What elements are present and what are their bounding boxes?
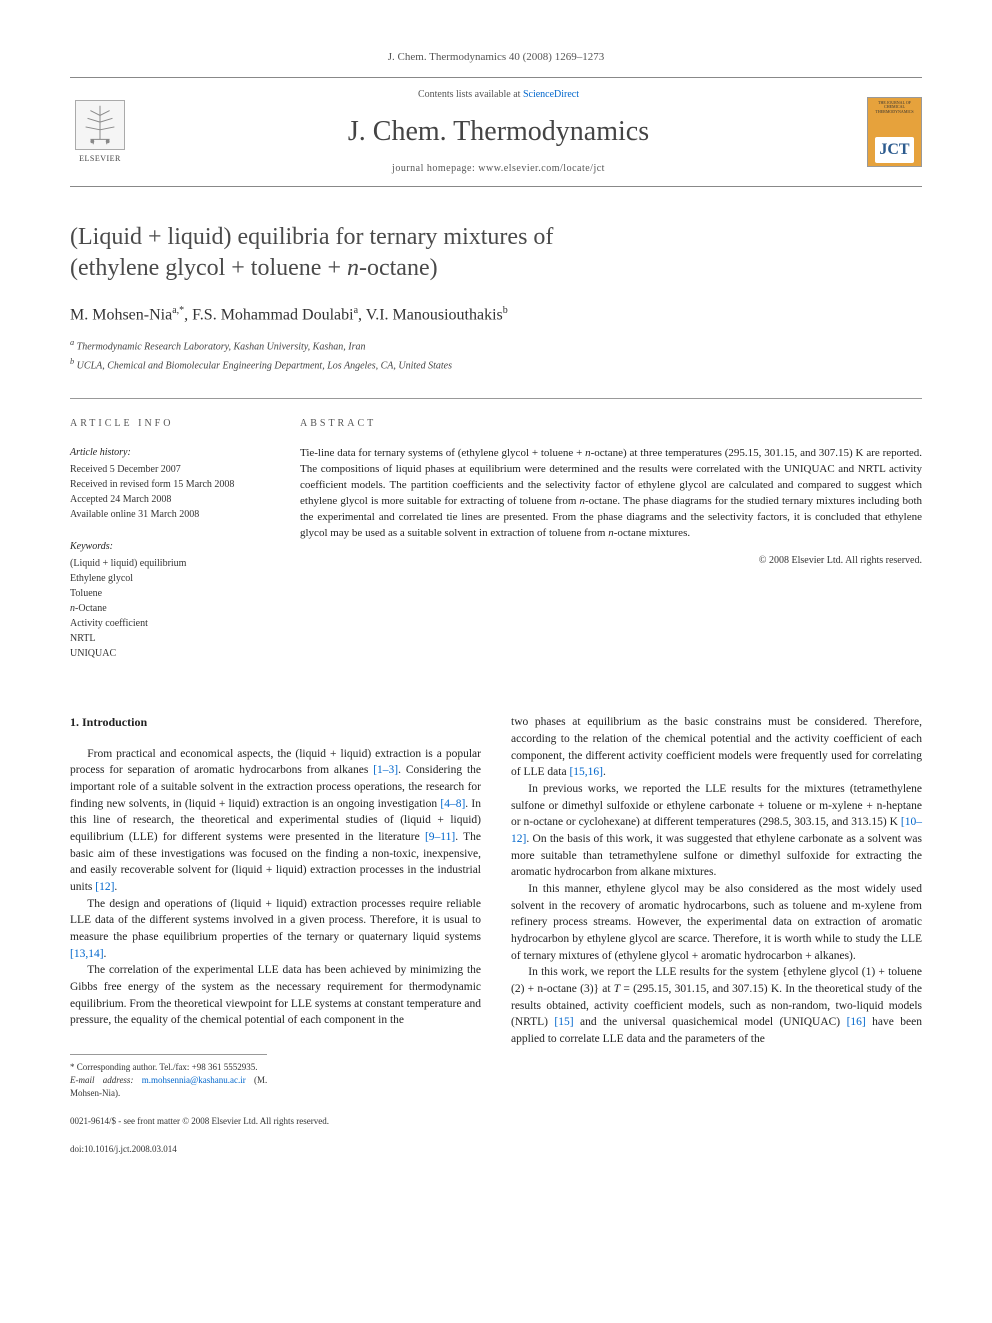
article-history-block: Article history: Received 5 December 200…: [70, 446, 270, 522]
reference-link[interactable]: [15,16]: [569, 766, 603, 778]
body-paragraph: The correlation of the experimental LLE …: [70, 962, 481, 1029]
abstract-column: ABSTRACT Tie-line data for ternary syste…: [300, 417, 922, 679]
footnotes: * Corresponding author. Tel./fax: +98 36…: [70, 1054, 267, 1100]
article-info-column: ARTICLE INFO Article history: Received 5…: [70, 417, 270, 679]
right-column: two phases at equilibrium as the basic c…: [511, 714, 922, 1100]
article-info-heading: ARTICLE INFO: [70, 417, 270, 431]
history-item: Received 5 December 2007: [70, 462, 270, 477]
affiliations: a Thermodynamic Research Laboratory, Kas…: [70, 337, 922, 374]
article-title: (Liquid + liquid) equilibria for ternary…: [70, 222, 922, 284]
author-1-sup: a,*: [172, 305, 184, 316]
journal-name: J. Chem. Thermodynamics: [130, 112, 867, 151]
section-1-heading: 1. Introduction: [70, 714, 481, 731]
affiliation-a: a Thermodynamic Research Laboratory, Kas…: [70, 337, 922, 354]
footer-doi: doi:10.1016/j.jct.2008.03.014: [70, 1143, 922, 1156]
history-heading: Article history:: [70, 446, 270, 460]
reference-link[interactable]: [15]: [554, 1016, 573, 1028]
homepage-prefix: journal homepage:: [392, 163, 478, 174]
keyword-item: Ethylene glycol: [70, 571, 270, 586]
aff-text-a: Thermodynamic Research Laboratory, Kasha…: [77, 341, 366, 352]
keyword-item: UNIQUAC: [70, 646, 270, 661]
info-abstract-section: ARTICLE INFO Article history: Received 5…: [70, 398, 922, 679]
body-paragraph: In previous works, we reported the LLE r…: [511, 781, 922, 881]
author-2: , F.S. Mohammad Doulabi: [184, 306, 353, 323]
reference-link[interactable]: [16]: [847, 1016, 866, 1028]
header-center: Contents lists available at ScienceDirec…: [130, 88, 867, 175]
email-line: E-mail address: m.mohsennia@kashanu.ac.i…: [70, 1074, 267, 1100]
keyword-item: (Liquid + liquid) equilibrium: [70, 556, 270, 571]
contents-prefix: Contents lists available at: [418, 89, 523, 100]
corresponding-author-note: * Corresponding author. Tel./fax: +98 36…: [70, 1061, 267, 1074]
elsevier-tree-icon: [75, 100, 125, 150]
body-paragraph: two phases at equilibrium as the basic c…: [511, 714, 922, 781]
keywords-heading: Keywords:: [70, 540, 270, 554]
history-item: Available online 31 March 2008: [70, 507, 270, 522]
author-3-sup: b: [503, 305, 508, 316]
body-paragraph: From practical and economical aspects, t…: [70, 746, 481, 896]
reference-link[interactable]: [13,14]: [70, 948, 104, 960]
aff-sup-a: a: [70, 338, 74, 347]
reference-link[interactable]: [12]: [95, 881, 114, 893]
abstract-copyright: © 2008 Elsevier Ltd. All rights reserved…: [300, 554, 922, 568]
aff-sup-b: b: [70, 357, 74, 366]
journal-cover-thumbnail: THE JOURNAL OF CHEMICAL THERMODYNAMICS J…: [867, 97, 922, 167]
cover-title: THE JOURNAL OF CHEMICAL THERMODYNAMICS: [871, 101, 918, 114]
keywords-block: Keywords: (Liquid + liquid) equilibrium …: [70, 540, 270, 661]
keyword-item: n-Octane: [70, 601, 270, 616]
email-label: E-mail address:: [70, 1075, 142, 1085]
keyword-item: Activity coefficient: [70, 616, 270, 631]
journal-homepage: journal homepage: www.elsevier.com/locat…: [130, 162, 867, 176]
sciencedirect-link[interactable]: ScienceDirect: [523, 89, 579, 100]
reference-link[interactable]: [9–11]: [425, 831, 455, 843]
elsevier-label: ELSEVIER: [79, 153, 121, 164]
reference-link[interactable]: [1–3]: [373, 764, 398, 776]
history-item: Received in revised form 15 March 2008: [70, 477, 270, 492]
body-paragraph: In this manner, ethylene glycol may be a…: [511, 881, 922, 964]
keyword-item: Toluene: [70, 586, 270, 601]
homepage-url: www.elsevier.com/locate/jct: [478, 163, 605, 174]
author-1: M. Mohsen-Nia: [70, 306, 172, 323]
body-text-columns: 1. Introduction From practical and econo…: [70, 714, 922, 1100]
elsevier-logo: ELSEVIER: [70, 97, 130, 167]
abstract-text: Tie-line data for ternary systems of (et…: [300, 446, 922, 542]
reference-link[interactable]: [4–8]: [440, 798, 465, 810]
aff-text-b: UCLA, Chemical and Biomolecular Engineer…: [77, 360, 452, 371]
keyword-item: NRTL: [70, 631, 270, 646]
reference-link[interactable]: [10–12]: [511, 816, 922, 845]
left-column: 1. Introduction From practical and econo…: [70, 714, 481, 1100]
email-link[interactable]: m.mohsennia@kashanu.ac.ir: [142, 1075, 246, 1085]
affiliation-b: b UCLA, Chemical and Biomolecular Engine…: [70, 356, 922, 373]
body-paragraph: In this work, we report the LLE results …: [511, 964, 922, 1047]
cover-logo: JCT: [875, 137, 913, 163]
footer-issn: 0021-9614/$ - see front matter © 2008 El…: [70, 1115, 922, 1128]
abstract-heading: ABSTRACT: [300, 417, 922, 431]
header-citation: J. Chem. Thermodynamics 40 (2008) 1269–1…: [70, 50, 922, 65]
author-3: , V.I. Manousiouthakis: [358, 306, 503, 323]
journal-header: ELSEVIER Contents lists available at Sci…: [70, 77, 922, 186]
contents-available: Contents lists available at ScienceDirec…: [130, 88, 867, 102]
history-item: Accepted 24 March 2008: [70, 492, 270, 507]
body-paragraph: The design and operations of (liquid + l…: [70, 896, 481, 963]
authors-list: M. Mohsen-Niaa,*, F.S. Mohammad Doulabia…: [70, 304, 922, 327]
